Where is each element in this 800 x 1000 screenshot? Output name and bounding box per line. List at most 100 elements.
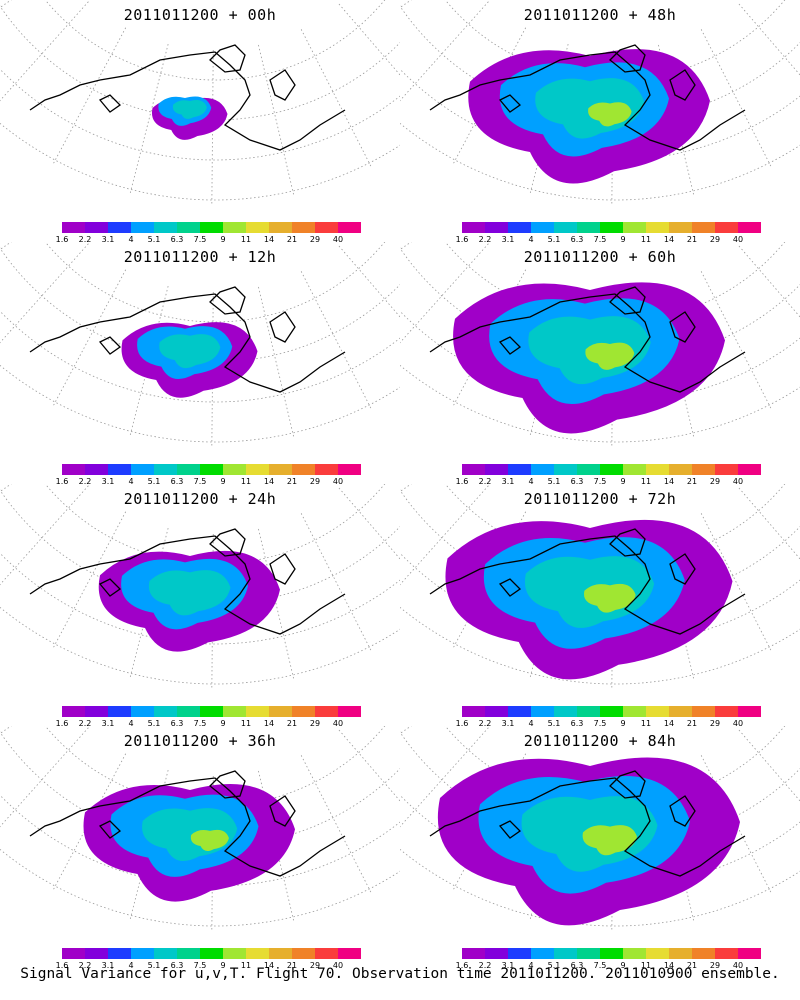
colorbar-swatch	[692, 464, 715, 475]
colorbar-tick-label: 7.5	[193, 235, 207, 244]
colorbar-swatch	[738, 948, 761, 959]
colorbar-swatch	[669, 222, 692, 233]
colorbar-labels: 1.6 2.2 3.1 4 5.1 6.3 7.5 9 11 14 21 29 40	[56, 961, 361, 971]
colorbar-tick-label: 29	[309, 961, 321, 970]
colorbar-tick-label: 3.1	[501, 477, 515, 486]
map-panel: 2011011200 + 00h 1.6 2.2 3.1 4 5.1 6.3 7.5 9 11 14…	[0, 0, 400, 244]
colorbar-tick-label: 6.3	[570, 961, 584, 970]
colorbar-labels: 1.6 2.2 3.1 4 5.1 6.3 7.5 9 11 14 21 29 40	[456, 477, 761, 487]
colorbar	[62, 948, 361, 959]
colorbar-tick-label: 7.5	[593, 961, 607, 970]
colorbar-swatch	[154, 464, 177, 475]
colorbar-tick-label: 2.2	[478, 961, 492, 970]
colorbar-tick-label: 40	[732, 235, 744, 244]
colorbar-tick-label: 40	[332, 961, 344, 970]
panel-title: 2011011200 + 00h	[123, 6, 277, 24]
colorbar-swatch	[462, 222, 485, 233]
colorbar-swatch	[738, 706, 761, 717]
colorbar-swatch	[508, 464, 531, 475]
colorbar-swatch	[85, 222, 108, 233]
colorbar-tick-label: 1.6	[55, 235, 69, 244]
colorbar-tick-label: 11	[640, 961, 652, 970]
colorbar-tick-label: 2.2	[78, 719, 92, 728]
colorbar-swatch	[338, 222, 361, 233]
colorbar-tick-label: 5.1	[147, 719, 161, 728]
colorbar-tick-label: 9	[220, 477, 226, 486]
colorbar-tick-label: 11	[240, 235, 252, 244]
colorbar-swatch	[531, 222, 554, 233]
colorbar-tick-label: 5.1	[147, 235, 161, 244]
colorbar-swatch	[108, 706, 131, 717]
colorbar-tick-label: 9	[220, 235, 226, 244]
colorbar-tick-label: 5.1	[147, 961, 161, 970]
colorbar-tick-label: 6.3	[170, 477, 184, 486]
colorbar-swatch	[315, 706, 338, 717]
polar-map	[400, 242, 800, 447]
colorbar-tick-label: 7.5	[193, 719, 207, 728]
colorbar-tick-label: 5.1	[147, 477, 161, 486]
colorbar-tick-label: 3.1	[101, 961, 115, 970]
colorbar-tick-label: 14	[263, 477, 275, 486]
colorbar-swatch	[85, 948, 108, 959]
colorbar-swatch	[508, 222, 531, 233]
variance-field	[445, 519, 733, 680]
colorbar-swatch	[669, 464, 692, 475]
colorbar-swatch	[577, 222, 600, 233]
colorbar-swatch	[131, 222, 154, 233]
colorbar-swatch	[577, 464, 600, 475]
colorbar-swatch	[108, 464, 131, 475]
panel-title: 2011011200 + 24h	[123, 490, 277, 508]
colorbar-swatch	[246, 464, 269, 475]
colorbar-swatch	[554, 706, 577, 717]
colorbar-swatch	[738, 464, 761, 475]
variance-field	[121, 322, 258, 398]
colorbar-swatch	[646, 222, 669, 233]
colorbar-tick-label: 5.1	[547, 235, 561, 244]
colorbar-swatch	[292, 948, 315, 959]
colorbar-tick-label: 14	[663, 235, 675, 244]
colorbar-swatch	[485, 706, 508, 717]
polar-map	[0, 0, 400, 205]
map-panel: 2011011200 + 48h 1.6 2.2 3.1 4 5.1 6.3 7.5 9 11 14…	[400, 0, 800, 244]
colorbar-tick-label: 14	[663, 477, 675, 486]
coastlines	[29, 44, 346, 151]
colorbar	[462, 948, 761, 959]
colorbar-tick-label: 29	[309, 477, 321, 486]
colorbar-tick-label: 21	[286, 719, 298, 728]
colorbar-swatch	[200, 464, 223, 475]
colorbar-tick-label: 4	[528, 961, 534, 970]
polar-map	[0, 726, 400, 931]
colorbar-tick-label: 7.5	[193, 961, 207, 970]
colorbar-tick-label: 4	[128, 719, 134, 728]
colorbar-tick-label: 2.2	[78, 477, 92, 486]
colorbar-swatch	[715, 706, 738, 717]
colorbar	[62, 464, 361, 475]
colorbar-swatch	[338, 464, 361, 475]
colorbar-tick-label: 7.5	[593, 235, 607, 244]
colorbar-tick-label: 9	[620, 719, 626, 728]
colorbar-tick-label: 40	[332, 719, 344, 728]
colorbar-swatch	[315, 222, 338, 233]
colorbar-tick-label: 29	[709, 235, 721, 244]
colorbar-labels: 1.6 2.2 3.1 4 5.1 6.3 7.5 9 11 14 21 29 40	[456, 961, 761, 971]
colorbar-tick-label: 11	[240, 719, 252, 728]
colorbar-tick-label: 3.1	[501, 961, 515, 970]
variance-field	[453, 282, 725, 434]
colorbar-tick-label: 4	[128, 961, 134, 970]
polar-map	[400, 726, 800, 931]
colorbar-swatch	[200, 706, 223, 717]
colorbar-swatch	[292, 464, 315, 475]
panel-title: 2011011200 + 48h	[523, 6, 677, 24]
colorbar-swatch	[223, 706, 246, 717]
colorbar-tick-label: 21	[286, 477, 298, 486]
colorbar-tick-label: 7.5	[593, 477, 607, 486]
colorbar-tick-label: 9	[620, 235, 626, 244]
polar-map	[0, 242, 400, 447]
colorbar-swatch	[62, 222, 85, 233]
coastlines	[429, 528, 746, 635]
colorbar-labels: 1.6 2.2 3.1 4 5.1 6.3 7.5 9 11 14 21 29 40	[456, 719, 761, 729]
colorbar-swatch	[692, 948, 715, 959]
colorbar-swatch	[485, 222, 508, 233]
colorbar-swatch	[200, 948, 223, 959]
coastlines	[429, 44, 746, 151]
